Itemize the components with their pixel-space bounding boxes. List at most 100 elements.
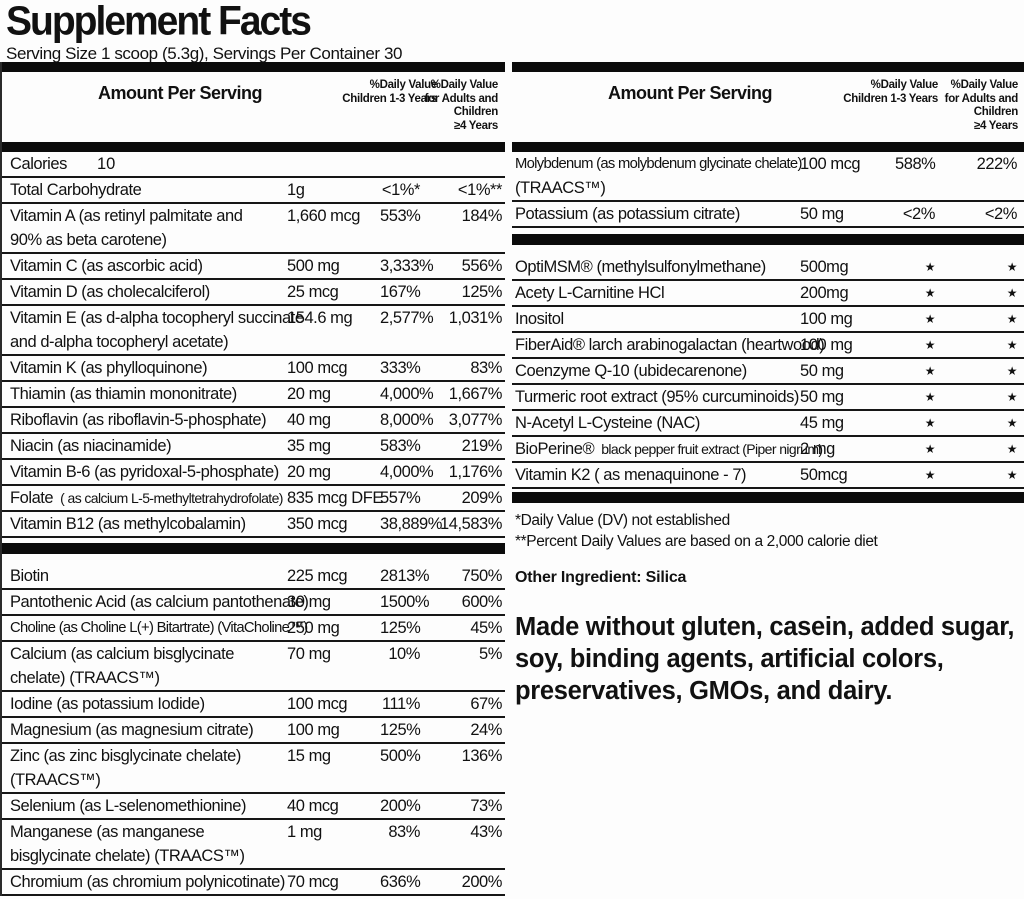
dv-adults-value: 750% [461,567,503,585]
dv-adults-value: ★ [1006,364,1018,378]
left-column-header: Amount Per Serving %Daily Value Children… [2,72,505,142]
nutrient-amount: 50 mg [800,388,844,406]
nutrient-name: FiberAid® larch arabinogalactan (heartwo… [515,336,825,354]
dv-adults-value: 125% [461,283,503,301]
nutrient-amount: 45 mg [800,414,844,432]
serving-size-line: Serving Size 1 scoop (5.3g), Servings Pe… [6,44,403,63]
nutrient-row: Choline (as Choline L(+) Bitartrate) (Vi… [2,616,505,642]
nutrient-name: Calcium (as calcium bisglycinate [10,645,235,663]
other-ingredient-text: Other Ingredient: Silica [515,569,687,586]
nutrient-name: Choline (as Choline L(+) Bitartrate) (Vi… [10,620,308,636]
nutrient-name: Acety L-Carnitine HCl [515,284,665,302]
dv-children-value: 4,000% [380,385,434,403]
dv-adults-value: ★ [1006,260,1018,274]
dv-adults-value: 67% [470,695,502,713]
left-rows-section-2: Biotin 225 mcg 2813% 750% Pantothenic Acid (… [2,564,505,896]
dv-adults-value: 5% [479,645,502,663]
nutrient-name: Inositol [515,310,564,328]
nutrient-amount: 25 mcg [287,283,339,301]
dv-adults-value: 3,077% [448,411,503,429]
nutrient-amount: 100 mcg [287,695,348,713]
nutrient-name: Iodine (as potassium Iodide) [10,695,205,713]
footnote-dv-not-established: *Daily Value (DV) not established [515,512,730,529]
nutrient-row: Manganese (as manganese 1 mg 83% 43% bisglyc… [2,820,505,870]
nutrient-name: Vitamin B-6 (as pyridoxal-5-phosphate) [10,463,279,481]
nutrient-name-line2: 90% as beta carotene) [10,231,167,249]
dv-children-value: 10% [388,645,420,663]
nutrient-amount: 250 mg [287,619,340,637]
nutrient-row: Vitamin E (as d-alpha tocopheryl succina… [2,306,505,356]
nutrient-name: Manganese (as manganese [10,823,205,841]
label-header: Supplement Facts Serving Size 1 scoop (5… [6,0,402,64]
dv-adults-header: %Daily Value for Adults and Children ≥4 … [944,79,1019,132]
left-rows-section-1: Calories 10 Total Carbohydrate 1g <1%* <1%*… [2,152,505,538]
nutrient-amount: 50 mg [800,205,844,223]
amount-per-serving-header: Amount Per Serving [97,83,263,103]
dv-adults-value: ★ [1006,286,1018,300]
divider-bar [2,62,505,72]
nutrient-name-line2: chelate) (TRAACS™) [10,669,160,687]
nutrient-name: Coenzyme Q-10 (ubidecarenone) [515,362,747,380]
dv-adults-value: 45% [470,619,502,637]
nutrient-name: Biotin [10,567,49,585]
dv-children-value: 8,000% [380,411,434,429]
dv-children-value: ★ [924,312,936,326]
nutrient-amount: 20 mg [287,463,331,481]
nutrient-row: Zinc (as zinc bisglycinate chelate) 15 mg… [2,744,505,794]
dv-children-value: ★ [924,260,936,274]
nutrient-row: Pantothenic Acid (as calcium pantothenat… [2,590,505,616]
nutrient-name: Vitamin A (as retinyl palmitate and [10,207,243,225]
dv-children-value: 2813% [380,567,430,585]
nutrient-row: Calcium (as calcium bisglycinate 70 mg 10%… [2,642,505,692]
nutrient-name: N-Acetyl L-Cysteine (NAC) [515,414,700,432]
dv-children-value: 583% [380,437,421,455]
nutrient-amount: 20 mg [287,385,331,403]
nutrient-amount: 200mg [800,284,849,302]
nutrient-name: OptiMSM® (methylsulfonylmethane) [515,258,766,276]
nutrient-name: Magnesium (as magnesium citrate) [10,721,254,739]
dv-children-value: ★ [924,286,936,300]
calories-label: Calories [10,155,67,173]
dv-children-value: 38,889% [380,515,442,533]
nutrient-amount: 154.6 mg [287,309,353,327]
amount-per-serving-header: Amount Per Serving [607,83,773,103]
nutrient-row: Niacin (as niacinamide) 35 mg 583% 219% [2,434,505,460]
nutrient-name-line2: (TRAACS™) [10,771,101,789]
nutrient-amount: 100 mcg [800,155,861,173]
dv-adults-value: 83% [470,359,502,377]
right-column-header: Amount Per Serving %Daily Value Children… [512,72,1024,142]
dv-adults-value: 600% [461,593,503,611]
nutrient-name: Vitamin C (as ascorbic acid) [10,257,203,275]
right-rows-section-1: Molybdenum (as molybdenum glycinate chel… [512,152,1024,228]
dv-adults-value: 1,176% [448,463,503,481]
dv-children-value: 553% [380,207,421,225]
nutrient-name: Vitamin B12 (as methylcobalamin) [10,515,246,533]
divider-bar [2,142,505,152]
nutrient-row: Acety L-Carnitine HCl 200mg ★ ★ [512,281,1024,307]
nutrient-name: Vitamin D (as cholecalciferol) [10,283,210,301]
nutrient-amount: 1g [287,181,305,199]
right-facts-panel: Amount Per Serving %Daily Value Children… [512,62,1024,707]
right-rows-section-2: OptiMSM® (methylsulfonylmethane) 500mg ★ ★ A… [512,255,1024,489]
dv-adults-value: 14,583% [440,515,502,533]
nutrient-name: BioPerine® black pepper fruit extract (Pi… [515,440,823,458]
nutrient-name: Niacin (as niacinamide) [10,437,172,455]
footnotes: *Daily Value (DV) not established **Perc… [512,510,1024,552]
nutrient-row: Vitamin B12 (as methylcobalamin) 350 mcg 3… [2,512,505,538]
dv-children-header: %Daily Value Children 1-3 Years [843,79,938,105]
nutrient-amount: 70 mcg [287,873,339,891]
nutrient-name: Potassium (as potassium citrate) [515,205,740,223]
nutrient-amount: 100 mcg [287,359,348,377]
nutrient-row: Vitamin K (as phylloquinone) 100 mcg 333% 8… [2,356,505,382]
nutrient-row: Coenzyme Q-10 (ubidecarenone) 50 mg ★ ★ [512,359,1024,385]
dv-children-value: ★ [924,468,936,482]
nutrient-row: Riboflavin (as riboflavin-5-phosphate) 40… [2,408,505,434]
dv-adults-value: 200% [461,873,503,891]
section-divider-bar [512,492,1024,503]
nutrient-name-detail: black pepper fruit extract (Piper nigrum… [601,441,823,457]
nutrient-row: Potassium (as potassium citrate) 50 mg <2%… [512,202,1024,228]
dv-adults-value: ★ [1006,442,1018,456]
nutrient-name: Vitamin K2 ( as menaquinone - 7) [515,466,747,484]
nutrient-row: Molybdenum (as molybdenum glycinate chel… [512,152,1024,202]
